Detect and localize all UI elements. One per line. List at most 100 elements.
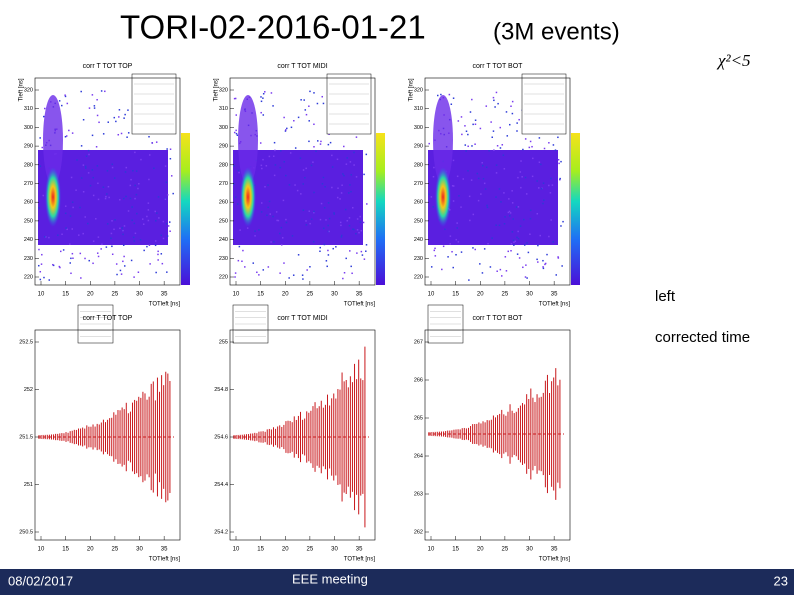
heatmap-cell — [493, 149, 495, 151]
heatmap-cell — [492, 130, 495, 132]
heatmap-cell — [106, 170, 109, 172]
heatmap-cell — [262, 269, 265, 271]
heatmap-cell — [65, 135, 68, 137]
heatmap-cell — [304, 109, 307, 111]
heatmap-cell — [102, 133, 105, 135]
heatmap-cell — [71, 228, 74, 230]
heatmap-cell — [488, 150, 490, 152]
heatmap-cell — [125, 166, 128, 169]
heatmap-cell — [133, 276, 135, 278]
heatmap-cell — [344, 208, 347, 211]
heatmap-cell — [557, 136, 559, 139]
heatmap-cell — [340, 236, 343, 238]
heatmap-cell — [317, 140, 319, 142]
heatmap-cell — [106, 223, 109, 225]
heatmap-cell — [329, 141, 332, 144]
heatmap-cell — [342, 277, 344, 280]
heatmap-cell — [133, 240, 136, 242]
heatmap-cell — [61, 233, 63, 236]
heatmap-cell — [505, 270, 508, 272]
heatmap-cell — [110, 232, 113, 235]
x-tick-label: 10 — [233, 292, 240, 298]
y-tick-label: 262 — [414, 529, 423, 535]
heatmap-cell — [510, 249, 512, 252]
heatmap-cell — [430, 196, 433, 198]
y-tick-label: 310 — [219, 106, 228, 112]
heatmap-cell — [43, 235, 46, 238]
heatmap-cell — [472, 213, 475, 216]
heatmap-cell — [508, 123, 511, 126]
plot-frame — [229, 77, 376, 286]
heatmap-cell — [451, 185, 454, 187]
heatmap-cell — [64, 95, 67, 98]
heatmap-cell — [82, 232, 84, 235]
heatmap-cell — [449, 235, 452, 237]
heatmap-cell — [457, 120, 460, 122]
heatmap-cell — [96, 114, 99, 117]
heatmap-cell — [522, 148, 524, 151]
heatmap-cell — [355, 176, 358, 178]
y-tick-label: 220 — [219, 274, 228, 280]
heatmap-cell — [42, 194, 45, 197]
y-tick-label: 300 — [24, 125, 33, 131]
heatmap-cell — [58, 100, 61, 102]
heatmap-cell — [285, 174, 287, 177]
heatmap-cell — [331, 154, 333, 157]
heatmap-cell — [148, 154, 151, 156]
heatmap-cell — [513, 244, 515, 246]
heatmap-cell — [313, 123, 315, 126]
heatmap-cell — [105, 246, 108, 248]
y-tick-label: 250 — [24, 218, 33, 224]
heatmap-cell — [544, 263, 546, 266]
heatmap-cell — [267, 206, 269, 209]
heatmap-cell — [155, 220, 157, 222]
heatmap-cell — [474, 123, 477, 126]
heatmap-cell — [234, 272, 237, 274]
heatmap-cell — [269, 213, 272, 215]
heatmap-cell — [234, 97, 237, 100]
heatmap-cell — [235, 132, 238, 135]
heatmap-cell — [511, 202, 514, 204]
heatmap-cell — [148, 178, 150, 181]
heatmap-cell — [467, 170, 469, 172]
left-note: left — [655, 288, 676, 305]
heatmap-cell — [489, 266, 492, 268]
heatmap-cell — [65, 227, 67, 229]
y-tick-label: 250.5 — [19, 529, 33, 535]
y-tick-label: 320 — [219, 87, 228, 93]
heatmap-cell — [165, 222, 168, 225]
heatmap-cell — [537, 244, 539, 247]
heatmap-cell — [536, 212, 539, 215]
x-tick-label: 30 — [526, 292, 533, 298]
x-axis-label: TOTleft [ns] — [149, 302, 181, 308]
x-tick-label: 35 — [356, 292, 363, 298]
heatmap-cell — [442, 245, 445, 248]
heatmap-cell — [542, 267, 545, 270]
y-tick-label: 250 — [414, 218, 423, 224]
heatmap-cell — [284, 130, 287, 132]
heatmap-cell — [327, 202, 330, 204]
heatmap-cell — [327, 249, 329, 252]
heatmap-cell — [124, 113, 126, 116]
heatmap-cell — [460, 116, 463, 118]
heatmap-cell — [340, 224, 342, 227]
heatmap-cell — [543, 199, 545, 202]
heatmap-cell — [343, 174, 345, 177]
heatmap-cell — [496, 145, 499, 147]
heatmap-cell — [38, 248, 40, 251]
heatmap-cell — [359, 221, 362, 223]
heatmap-cell — [166, 271, 168, 273]
heatmap-cell — [483, 182, 486, 185]
heatmap-cell — [518, 257, 521, 259]
heatmap-cell — [91, 169, 94, 171]
heatmap-cell — [294, 184, 296, 186]
heatmap-cell — [448, 93, 451, 96]
heatmap-cell — [472, 123, 474, 126]
heatmap-cell — [84, 257, 86, 260]
heatmap-cell — [157, 259, 159, 261]
heatmap-cell — [325, 219, 327, 221]
y-tick-label: 264 — [414, 453, 423, 459]
heatmap-cell — [343, 271, 346, 274]
x-tick-label: 35 — [551, 292, 558, 298]
heatmap-cell — [260, 211, 263, 213]
